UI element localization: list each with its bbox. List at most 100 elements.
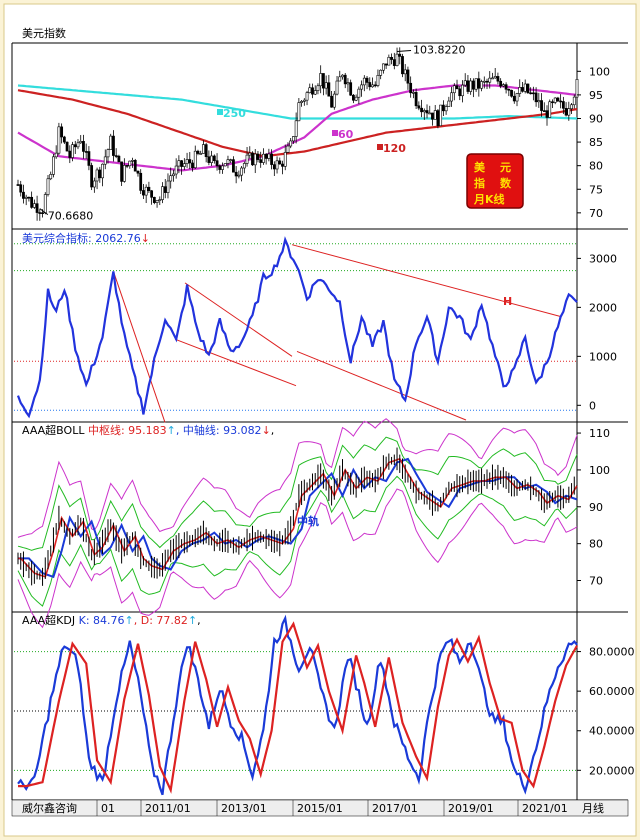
candle-body — [98, 169, 102, 179]
y-tick-label: 80.0000 — [589, 646, 635, 659]
stamp-char: 指 — [474, 176, 485, 190]
candle-body — [27, 196, 31, 199]
candle-body — [447, 100, 451, 107]
price-title: 美元指数 — [22, 26, 66, 40]
candle-body — [428, 112, 432, 115]
candle-body — [283, 152, 287, 167]
candle-body — [422, 110, 426, 113]
candle-body — [477, 78, 481, 89]
candle-body — [73, 144, 77, 148]
candle-body — [114, 155, 118, 157]
y-tick-label: 1000 — [589, 350, 617, 363]
candle-body — [373, 84, 377, 87]
candle-body — [450, 92, 453, 102]
y-tick-label: 3000 — [589, 252, 617, 265]
candle-body — [471, 80, 475, 90]
candle-body — [139, 172, 143, 191]
candle-body — [518, 87, 522, 94]
y-tick-label: 70 — [589, 575, 603, 588]
candle-body — [551, 101, 554, 104]
legend-label: 60 — [338, 128, 354, 141]
x-tick-label: 2013/01 — [221, 802, 267, 815]
candle-body — [193, 150, 197, 169]
candle-body — [512, 95, 516, 102]
candle-body — [106, 149, 110, 158]
candle-body — [57, 126, 61, 154]
candle-body — [188, 159, 192, 164]
y-tick-label: 95 — [589, 89, 603, 102]
candle-body — [253, 153, 257, 166]
candle-body — [259, 159, 263, 163]
low-label: 70.6680 — [48, 210, 94, 223]
candle-body — [54, 152, 58, 158]
candle-body — [210, 155, 214, 163]
kdj-title: AAA超KDJ K: 84.76↑, D: 77.82↑, — [22, 613, 201, 627]
candle-body — [169, 175, 173, 182]
candle-body — [272, 164, 276, 170]
candle-body — [237, 174, 241, 177]
candle-body — [215, 160, 219, 167]
candle-body — [401, 56, 404, 75]
candle-body — [256, 153, 260, 160]
y-axis: 20.0000 40.0000 60.0000 80.0000 — [577, 646, 635, 777]
candle-body — [133, 160, 137, 172]
candle-body — [46, 178, 50, 195]
kdj-d-line — [18, 621, 578, 794]
kdj-k-line — [17, 614, 578, 796]
candle-body — [212, 155, 216, 161]
candle-body — [163, 186, 167, 193]
candle-body — [52, 156, 55, 175]
candle-body — [35, 203, 39, 213]
candle-body — [142, 190, 145, 196]
candle-body — [95, 169, 99, 182]
candle-body — [461, 84, 464, 97]
ma120-line — [17, 89, 578, 158]
candle-body — [330, 95, 333, 108]
candle-body — [414, 92, 418, 107]
candle-body — [289, 140, 293, 147]
trend-line — [296, 350, 467, 421]
candle-body — [122, 165, 126, 182]
candle-body — [19, 184, 23, 193]
candle-body — [204, 144, 208, 158]
candle-body — [155, 200, 159, 203]
boll-title: AAA超BOLL 中枢线: 95.183↑, 中轴线: 93.082↓, — [22, 423, 274, 437]
legend-label: 120 — [383, 142, 406, 155]
candle-body — [221, 165, 224, 170]
low-pointer — [39, 208, 49, 216]
candle-body — [38, 212, 42, 214]
candle-body — [218, 165, 222, 170]
candle-body — [572, 96, 576, 106]
candle-body — [207, 156, 211, 163]
candle-body — [362, 77, 366, 86]
boll-outer-lower — [17, 488, 578, 629]
candle-body — [16, 184, 20, 186]
legend-swatch — [332, 130, 338, 136]
candle-body — [531, 92, 535, 95]
candle-body — [125, 165, 129, 167]
candle-body — [395, 53, 399, 66]
candle-body — [264, 153, 268, 159]
candle-body — [322, 73, 325, 89]
candle-body — [542, 110, 546, 112]
candle-body — [529, 92, 533, 95]
candle-body — [521, 87, 524, 92]
candle-body — [177, 160, 181, 167]
candle-body — [411, 92, 415, 94]
y-tick-label: 80 — [589, 538, 603, 551]
h-marker: H — [503, 295, 512, 308]
candle-body — [267, 153, 271, 159]
candle-body — [381, 63, 385, 71]
candle-body — [32, 203, 36, 208]
candle-body — [485, 80, 489, 83]
stamp-char: 元 — [500, 161, 511, 174]
trend-line — [184, 282, 293, 357]
candle-body — [302, 99, 306, 102]
boll-lower — [17, 475, 578, 607]
candle-body — [251, 152, 254, 166]
candle-body — [480, 81, 483, 89]
candle-body — [482, 80, 486, 83]
candle-body — [226, 159, 230, 164]
footer: 威尔鑫咨询 01 2011/01 2013/01 2015/01 2017/01 2019/… — [11, 799, 629, 817]
